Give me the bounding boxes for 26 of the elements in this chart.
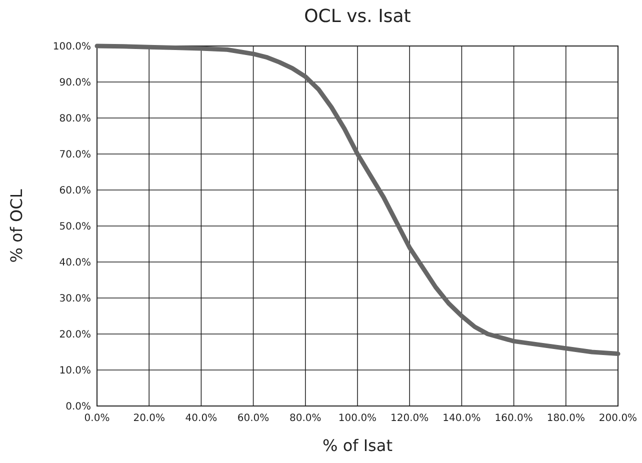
x-tick-label: 100.0% [338,413,377,424]
x-tick-label: 200.0% [598,413,638,424]
y-tick-label: 60.0% [59,186,91,196]
chart-title: OCL vs. Isat [304,6,411,27]
x-tick-label: 140.0% [442,413,481,424]
x-axis-title: % of Isat [322,436,392,455]
y-axis-title: % of OCL [7,189,26,263]
y-tick-label: 0.0% [66,402,91,412]
y-tick-label: 90.0% [59,78,91,88]
y-tick-label: 80.0% [59,114,91,124]
line-series [94,44,620,356]
y-tick-label: 10.0% [59,366,91,376]
y-tick-label: 30.0% [59,294,91,304]
x-tick-label: 180.0% [546,413,585,424]
y-tick-label: 20.0% [59,330,91,340]
x-tick-label: 160.0% [494,413,533,424]
x-tick-label: 60.0% [237,413,270,424]
y-tick-label: 100.0% [52,42,91,52]
x-tick-label: 40.0% [185,413,218,424]
x-tick-label: 120.0% [390,413,429,424]
x-tick-label: 0.0% [84,413,110,424]
y-tick-label: 70.0% [59,150,91,160]
x-tick-label: 80.0% [290,413,322,424]
x-tick-label: 20.0% [133,413,165,424]
y-tick-label: 40.0% [59,258,91,268]
y-tick-label: 50.0% [59,222,91,232]
